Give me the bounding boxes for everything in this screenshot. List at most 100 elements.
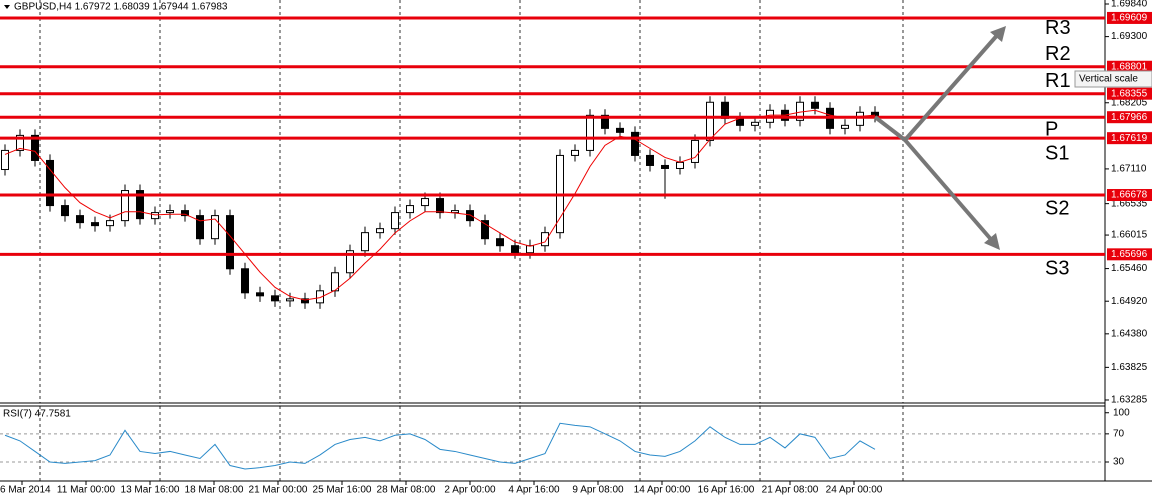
- arrow-head: [984, 233, 1000, 250]
- x-tick-label: 4 Apr 16:00: [508, 485, 560, 496]
- level-name: S3: [1045, 258, 1069, 280]
- level-name: S1: [1045, 142, 1069, 164]
- price-tag: [1107, 132, 1152, 145]
- level-name: P: [1045, 118, 1058, 140]
- candle-body: [61, 205, 69, 217]
- candle-body: [16, 134, 24, 151]
- x-tick-label: 13 Mar 16:00: [121, 485, 180, 496]
- candle-body: [691, 139, 699, 163]
- rsi-tick-label: 70: [1113, 428, 1125, 439]
- x-tick-label: 2 Apr 00:00: [444, 485, 496, 496]
- candle-body: [481, 220, 489, 240]
- candle-body: [526, 245, 534, 254]
- candle-body: [196, 215, 204, 240]
- candle-body: [391, 212, 399, 230]
- candle-body: [421, 198, 429, 207]
- price-tag-label: 1.66678: [1111, 190, 1148, 201]
- y-tick-label: 1.66015: [1111, 230, 1148, 241]
- candle-body: [541, 232, 549, 247]
- candle-body: [316, 290, 324, 304]
- price-tag-label: 1.67966: [1111, 112, 1148, 123]
- level-name: R1: [1045, 70, 1071, 92]
- candle-body: [286, 298, 294, 302]
- y-tick-label: 1.68205: [1111, 97, 1148, 108]
- rsi-tick-label: 30: [1113, 457, 1125, 468]
- candle-body: [811, 101, 819, 109]
- x-tick-label: 18 Mar 08:00: [185, 485, 244, 496]
- candle-body: [496, 238, 504, 247]
- candle-body: [361, 232, 369, 252]
- candle-body: [226, 215, 234, 270]
- candle-body: [856, 111, 864, 126]
- candle-body: [1, 149, 9, 171]
- candle-body: [31, 134, 39, 161]
- y-tick-label: 1.64920: [1111, 296, 1148, 307]
- x-tick-label: 11 Mar 00:00: [57, 485, 116, 496]
- candle-body: [571, 149, 579, 156]
- menu-arrow: [4, 5, 10, 9]
- x-tick-label: 9 Apr 08:00: [572, 485, 624, 496]
- candle-body: [136, 190, 144, 220]
- price-tag: [1107, 111, 1152, 124]
- candle-body: [211, 215, 219, 240]
- y-tick-label: 1.63285: [1111, 395, 1148, 406]
- candle-body: [586, 114, 594, 151]
- x-tick-label: 6 Mar 2014: [0, 485, 51, 496]
- x-tick-label: 21 Apr 08:00: [762, 485, 819, 496]
- x-tick-label: 16 Apr 16:00: [698, 485, 755, 496]
- candle-body: [181, 210, 189, 217]
- candle-body: [676, 161, 684, 169]
- x-tick-label: 25 Mar 16:00: [313, 485, 372, 496]
- price-tag-label: 1.69609: [1111, 13, 1148, 24]
- moving-average: [4, 109, 876, 301]
- y-tick-label: 1.67110: [1111, 164, 1147, 175]
- candle-body: [151, 212, 159, 220]
- candle-body: [841, 124, 849, 129]
- price-tag: [1107, 60, 1152, 73]
- tooltip-box: [1074, 70, 1152, 88]
- rsi-tick-label: 100: [1113, 407, 1130, 418]
- candle-body: [451, 210, 459, 214]
- candle-body: [601, 114, 609, 129]
- x-tick-label: 24 Apr 00:00: [826, 485, 883, 496]
- candle-body: [166, 210, 174, 214]
- arrow-head: [990, 26, 1006, 42]
- candle-body: [256, 292, 264, 297]
- candle-body: [751, 121, 759, 126]
- candle-body: [631, 131, 639, 156]
- y-tick-label: 1.66535: [1111, 198, 1148, 209]
- level-name: R2: [1045, 43, 1071, 65]
- y-tick-label: 1.63825: [1111, 362, 1148, 373]
- x-tick-label: 21 Mar 00:00: [249, 485, 308, 496]
- candle-body: [121, 190, 129, 222]
- y-tick-label: 1.65460: [1111, 263, 1148, 274]
- candle-body: [661, 164, 669, 169]
- rsi-line: [4, 422, 876, 470]
- candle-body: [91, 222, 99, 227]
- candle-body: [46, 159, 54, 207]
- candle-body: [616, 127, 624, 133]
- x-tick-label: 28 Mar 08:00: [377, 485, 436, 496]
- tooltip: Vertical scale: [1079, 74, 1138, 85]
- price-tag-label: 1.68801: [1111, 61, 1148, 72]
- candle-body: [511, 245, 519, 254]
- candle-body: [466, 210, 474, 222]
- level-name: S2: [1045, 197, 1069, 219]
- candle-body: [271, 295, 279, 302]
- candle-body: [241, 268, 249, 294]
- candle-body: [706, 101, 714, 141]
- candle-body: [646, 154, 654, 166]
- price-tag-label: 1.68355: [1111, 88, 1148, 99]
- price-tag: [1107, 189, 1152, 202]
- candle-body: [106, 220, 114, 227]
- level-name: R3: [1045, 17, 1071, 39]
- candle-body: [301, 298, 309, 304]
- candle-body: [346, 250, 354, 274]
- price-tag: [1107, 248, 1152, 261]
- candle-body: [76, 215, 84, 224]
- candle-body: [436, 198, 444, 214]
- price-tag-label: 1.67619: [1111, 133, 1148, 144]
- x-tick-label: 14 Apr 00:00: [634, 485, 691, 496]
